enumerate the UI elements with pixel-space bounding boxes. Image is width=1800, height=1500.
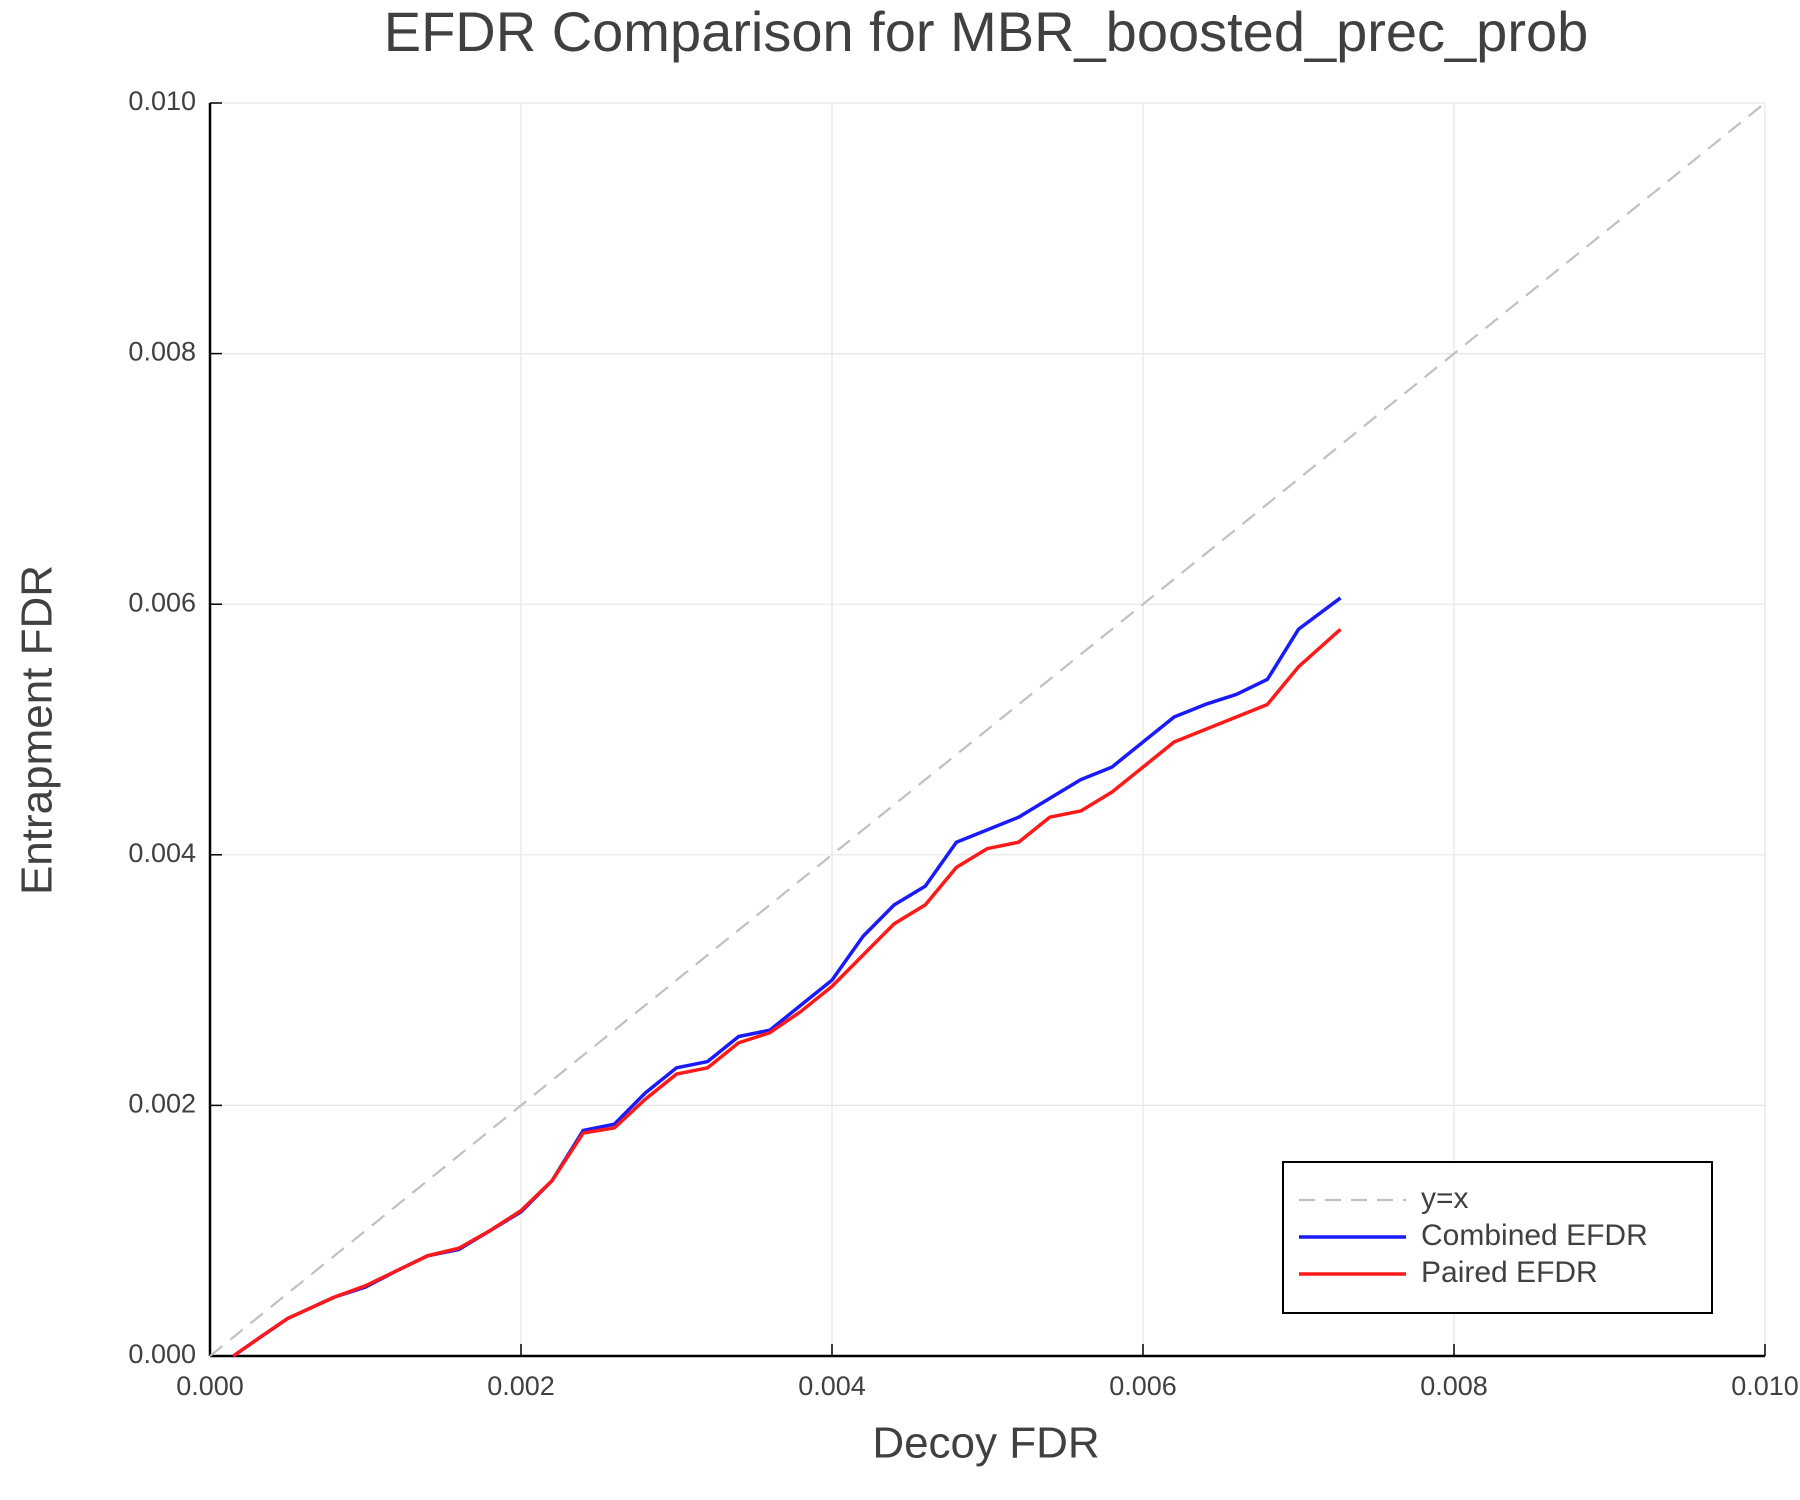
x-tick-label: 0.002 [487, 1371, 555, 1401]
series-line [232, 627, 1342, 1358]
x-tick-label: 0.006 [1109, 1371, 1177, 1401]
y-tick-label: 0.010 [128, 86, 196, 116]
legend: y=x Combined EFDR Paired EFDR [1282, 1161, 1713, 1314]
x-axis-label: Decoy FDR [872, 1419, 1099, 1468]
y-axis-label: Entrapment FDR [13, 565, 62, 895]
legend-label: y=x [1421, 1182, 1469, 1215]
y-tick-label: 0.006 [128, 587, 196, 617]
series-line [209, 102, 1766, 1357]
series-line [232, 596, 1342, 1358]
x-tick-label: 0.008 [1420, 1371, 1488, 1401]
y-tick-label: 0.002 [128, 1089, 196, 1119]
x-tick-label: 0.010 [1731, 1371, 1799, 1401]
legend-label: Combined EFDR [1421, 1219, 1648, 1252]
legend-label: Paired EFDR [1421, 1256, 1598, 1289]
y-tick-label: 0.008 [128, 337, 196, 367]
y-tick-label: 0.004 [128, 838, 196, 868]
x-tick-label: 0.000 [176, 1371, 244, 1401]
y-tick-label: 0.000 [128, 1339, 196, 1369]
x-tick-label: 0.004 [798, 1371, 866, 1401]
chart-title: EFDR Comparison for MBR_boosted_prec_pro… [384, 0, 1589, 63]
